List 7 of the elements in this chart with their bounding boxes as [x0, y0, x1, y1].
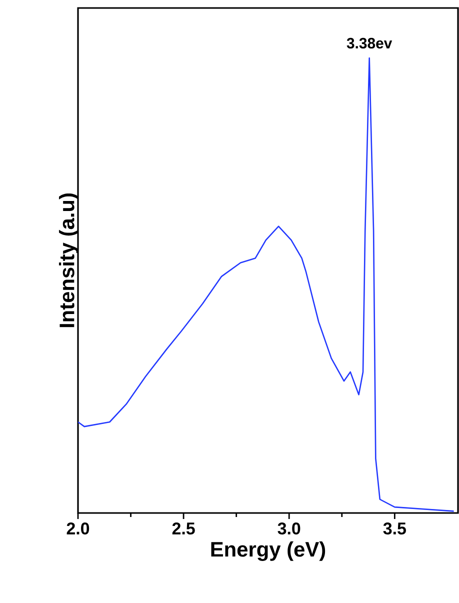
annotation: 3.38ev: [346, 38, 392, 49]
x-tick-label: 2.5: [172, 522, 195, 535]
y-axis-title: Intensity (a.u): [58, 194, 78, 328]
x-tick-label: 3.0: [278, 522, 300, 535]
x-tick-label: 3.5: [383, 522, 406, 535]
x-tick-label: 2.0: [66, 522, 90, 535]
x-axis-title: Energy (eV): [211, 541, 326, 561]
